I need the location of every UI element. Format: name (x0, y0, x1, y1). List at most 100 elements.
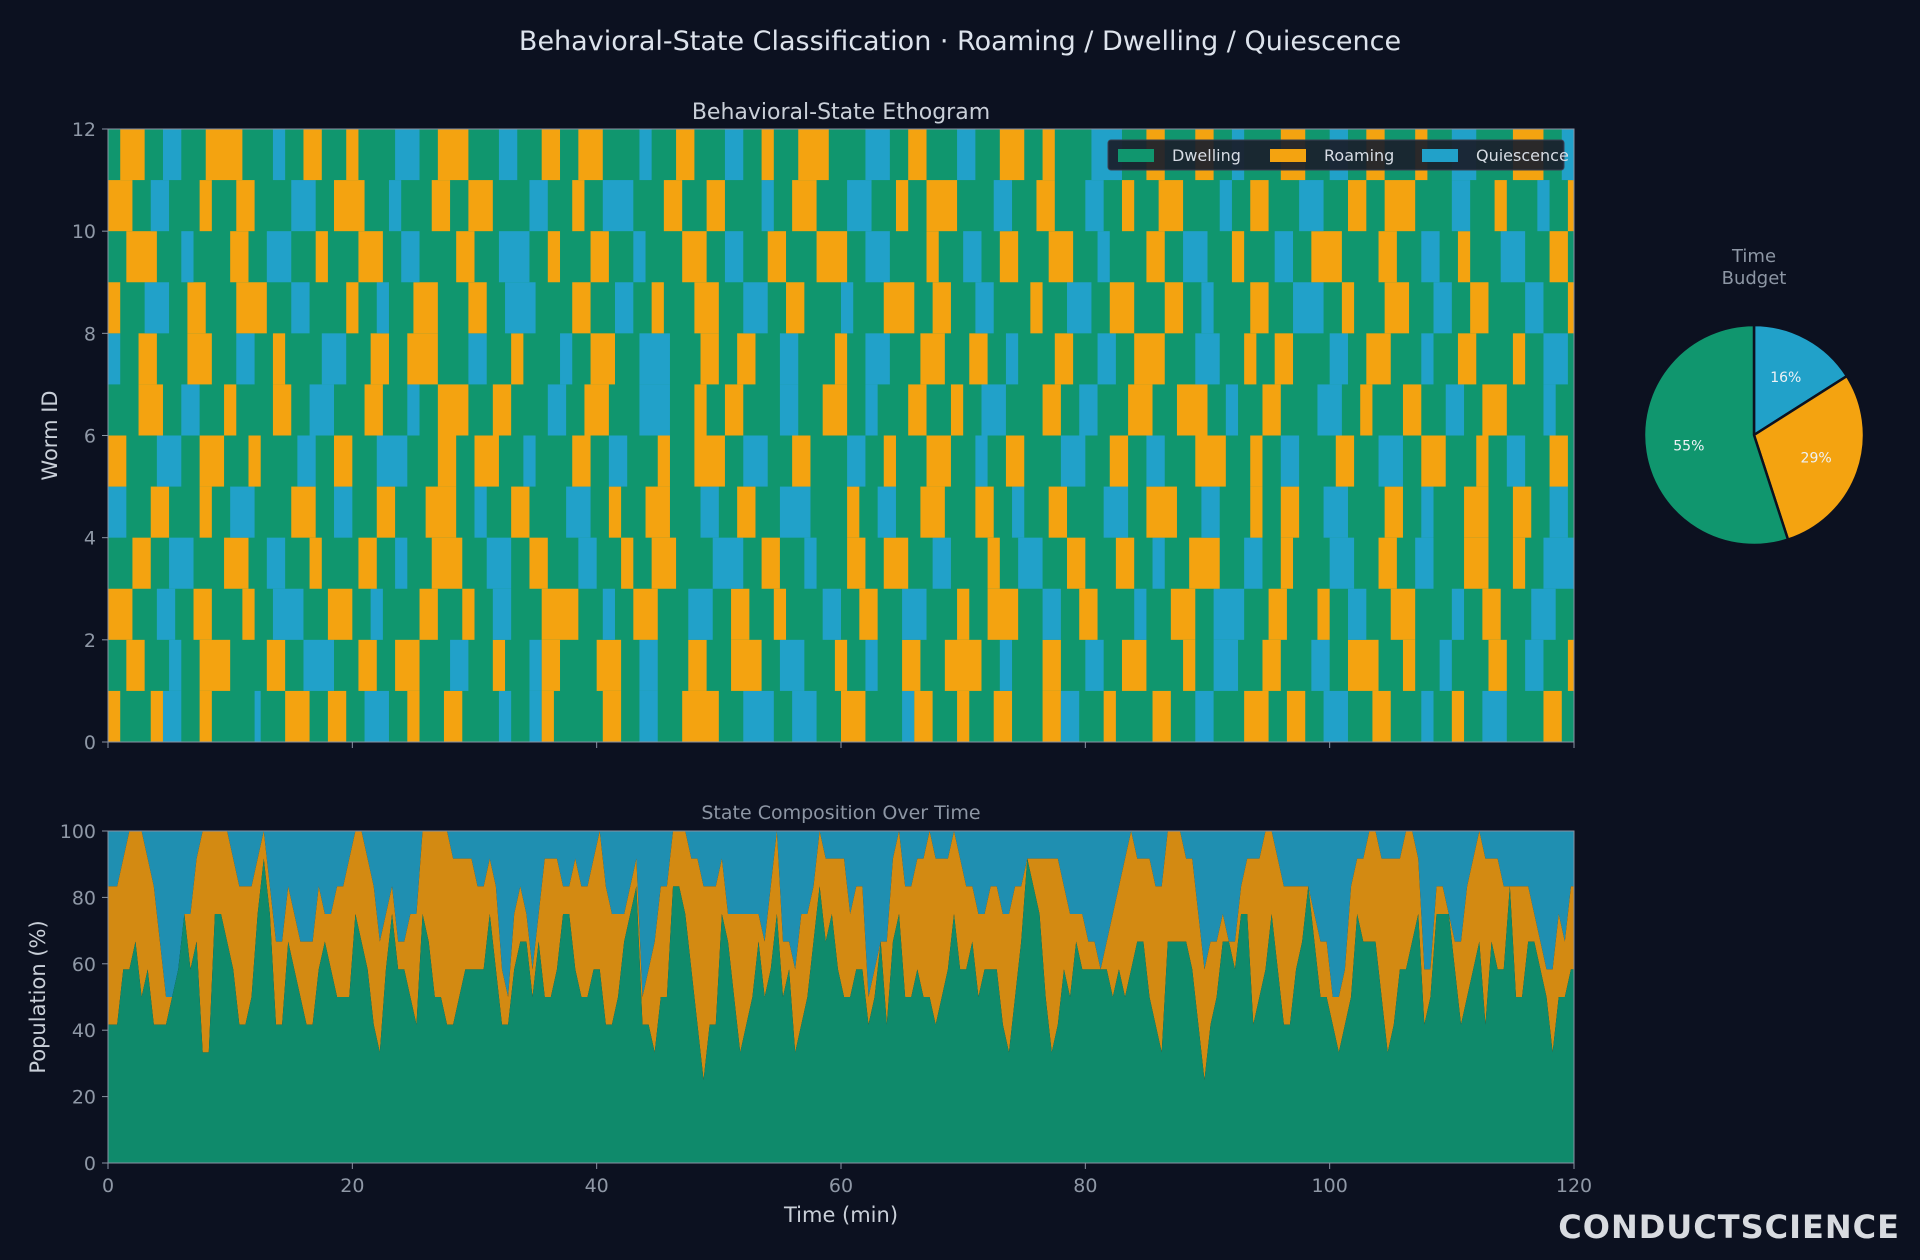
legend-label-dwelling: Dwelling (1172, 146, 1241, 165)
composition-y-tick-label: 60 (72, 954, 96, 976)
ethogram-bout-roaming (1347, 639, 1379, 691)
ethogram-bout-roaming (1335, 435, 1355, 487)
ethogram-bout-quiescence (712, 537, 744, 589)
ethogram-bout-roaming (346, 129, 359, 181)
ethogram-bout-roaming (731, 639, 762, 691)
ethogram-bout-roaming (920, 486, 945, 538)
ethogram-bout-quiescence (865, 384, 878, 436)
ethogram-bout-quiescence (1097, 333, 1116, 385)
ethogram-bout-roaming (1189, 537, 1220, 589)
ethogram-bout-quiescence (865, 333, 890, 385)
ethogram-bout-roaming (798, 129, 829, 181)
ethogram-bout-roaming (688, 639, 707, 691)
ethogram-bout-quiescence (181, 384, 200, 436)
ethogram-bout-quiescence (1561, 129, 1574, 181)
ethogram-bout-roaming (1042, 129, 1055, 181)
ethogram-bout-roaming (969, 333, 988, 385)
ethogram-bout-quiescence (474, 486, 487, 538)
ethogram-bout-roaming (724, 384, 744, 436)
composition-x-tick-label: 20 (340, 1175, 364, 1197)
ethogram-bout-quiescence (1018, 537, 1043, 589)
ethogram-bout-quiescence (498, 690, 512, 742)
ethogram-bout-roaming (834, 333, 848, 385)
ethogram-bout-quiescence (932, 537, 951, 589)
ethogram-bout-roaming (841, 690, 866, 742)
ethogram-bout-roaming (1280, 537, 1294, 589)
ethogram-bout-quiescence (523, 435, 536, 487)
ethogram-bout-roaming (150, 486, 170, 538)
ethogram-bout-roaming (462, 588, 475, 640)
ethogram-bout-quiescence (1506, 435, 1526, 487)
ethogram-bout-quiescence (1274, 231, 1294, 283)
ethogram-bout-roaming (1170, 588, 1196, 640)
ethogram-bout-roaming (602, 690, 622, 742)
ethogram-bout-roaming (1311, 231, 1342, 283)
ethogram-bout-roaming (584, 384, 609, 436)
ethogram-bout-quiescence (1421, 231, 1440, 283)
ethogram-bout-roaming (199, 435, 225, 487)
composition-y-tick-label: 80 (72, 887, 96, 909)
ethogram-bout-roaming (358, 537, 377, 589)
ethogram-bout-quiescence (743, 282, 768, 334)
ethogram-bout-roaming (621, 537, 634, 589)
ethogram-bout-quiescence (724, 231, 744, 283)
ethogram-bout-quiescence (602, 588, 615, 640)
ethogram-bout-roaming (199, 690, 212, 742)
ethogram-bout-roaming (224, 537, 249, 589)
ethogram-bout-quiescence (297, 435, 316, 487)
ethogram-y-tick-label: 4 (84, 528, 96, 550)
ethogram-bout-roaming (474, 435, 499, 487)
legend-swatch-dwelling (1118, 149, 1154, 162)
ethogram-bout-roaming (1488, 639, 1507, 691)
ethogram-bout-roaming (926, 180, 958, 232)
composition-x-tick-label: 100 (1312, 1175, 1348, 1197)
ethogram-bout-quiescence (1415, 537, 1434, 589)
ethogram-bout-roaming (883, 435, 896, 487)
ethogram-row-worm-10 (108, 180, 1574, 232)
ethogram-bout-quiescence (1543, 333, 1568, 385)
ethogram-bout-roaming (1482, 588, 1501, 640)
ethogram-bout-roaming (694, 282, 719, 334)
ethogram-bout-roaming (700, 333, 719, 385)
ethogram-bout-roaming (150, 690, 163, 742)
ethogram-bout-roaming (1464, 537, 1489, 589)
ethogram-bout-roaming (773, 588, 787, 640)
composition-x-axis-label: Time (min) (783, 1203, 898, 1227)
pie-slice-quiescence (1752, 323, 1849, 438)
ethogram-bout-roaming (303, 129, 322, 181)
ethogram-bout-quiescence (1012, 486, 1025, 538)
ethogram-y-tick-label: 8 (84, 323, 96, 345)
ethogram-bout-roaming (1262, 384, 1281, 436)
ethogram-bout-roaming (199, 180, 212, 232)
ethogram-bout-quiescence (847, 180, 872, 232)
ethogram-bout-roaming (108, 282, 121, 334)
ethogram-bout-roaming (1121, 180, 1135, 232)
ethogram-bout-quiescence (1097, 231, 1110, 283)
ethogram-bout-quiescence (407, 384, 420, 436)
ethogram-bout-roaming (1476, 435, 1489, 487)
ethogram-bout-roaming (242, 588, 255, 640)
ethogram-bout-quiescence (1005, 333, 1019, 385)
ethogram-bout-roaming (437, 384, 469, 436)
ethogram-bout-quiescence (1525, 282, 1544, 334)
ethogram-bout-roaming (1512, 333, 1526, 385)
ethogram-bout-roaming (193, 588, 212, 640)
ethogram-row-worm-3 (132, 537, 1574, 589)
ethogram-bout-roaming (822, 384, 848, 436)
ethogram-bout-roaming (706, 180, 725, 232)
ethogram-bout-roaming (199, 486, 212, 538)
ethogram-bout-quiescence (963, 231, 982, 283)
ethogram-bout-roaming (364, 384, 383, 436)
ethogram-bout-roaming (883, 282, 915, 334)
ethogram-bout-roaming (1567, 180, 1574, 232)
ethogram-bout-quiescence (1433, 282, 1452, 334)
ethogram-bout-roaming (315, 231, 328, 283)
ethogram-bout-roaming (737, 333, 756, 385)
ethogram-bout-roaming (572, 435, 591, 487)
ethogram-bout-roaming (999, 129, 1025, 181)
ethogram-bout-quiescence (498, 231, 530, 283)
ethogram-bout-quiescence (230, 486, 255, 538)
ethogram-bout-quiescence (498, 129, 518, 181)
ethogram-bout-roaming (108, 588, 133, 640)
ethogram-bout-quiescence (560, 333, 573, 385)
